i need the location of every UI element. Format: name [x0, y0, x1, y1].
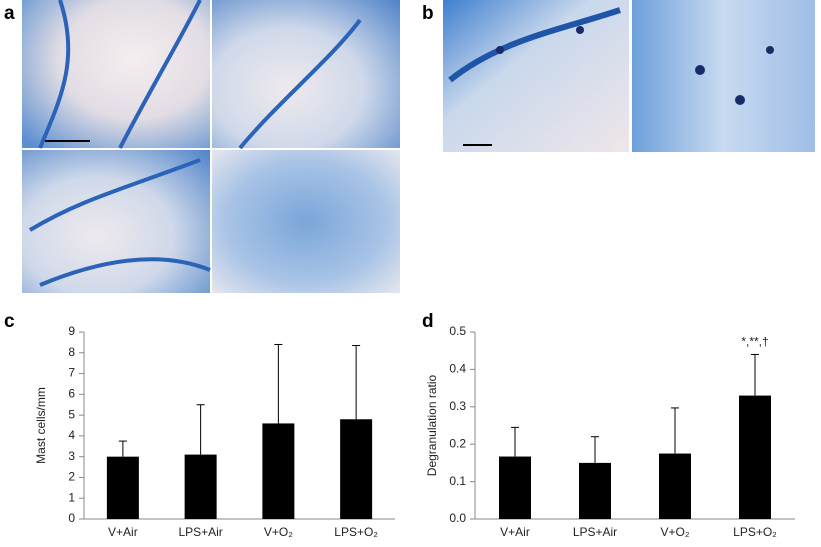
y-tick-label: 4	[68, 428, 75, 442]
panel-label: a	[4, 3, 15, 24]
bar	[499, 456, 531, 519]
bar	[184, 454, 217, 519]
micrograph	[212, 0, 400, 148]
y-tick-label: 6	[68, 387, 75, 401]
mast-cell	[576, 26, 584, 34]
y-tick-label: 7	[68, 366, 75, 380]
y-axis-label: Degranulation ratio	[425, 374, 439, 476]
mast-cell	[735, 95, 745, 105]
micrograph-panel-b	[443, 0, 815, 152]
bar	[106, 456, 139, 519]
panel-label: c	[4, 311, 15, 332]
tissue	[448, 7, 621, 83]
y-tick-label: 1	[68, 490, 75, 504]
x-tick-label: V+Air	[108, 525, 138, 539]
mast-cell	[766, 46, 774, 54]
micrograph	[22, 0, 210, 148]
y-axis-label: Mast cells/mm	[34, 387, 48, 464]
x-tick-label: LPS+O₂	[733, 525, 777, 539]
bar	[659, 453, 691, 519]
micrograph	[212, 150, 400, 293]
micrograph	[443, 0, 629, 152]
y-tick-label: 9	[68, 324, 75, 338]
x-tick-label: LPS+Air	[573, 525, 617, 539]
mast-cell	[496, 46, 504, 54]
y-tick-label: 0.0	[449, 511, 466, 525]
y-tick-label: 0.1	[449, 474, 466, 488]
y-tick-label: 3	[68, 449, 75, 463]
micrograph	[632, 0, 815, 152]
panel-label: d	[422, 311, 434, 332]
bar	[262, 423, 295, 519]
y-tick-label: 0.5	[449, 324, 466, 338]
tissue	[28, 158, 211, 287]
tissue	[238, 18, 362, 150]
annotation: *,**,†	[741, 335, 768, 349]
x-tick-label: V+O₂	[264, 525, 293, 539]
y-tick-label: 5	[68, 407, 75, 421]
x-tick-label: LPS+O₂	[334, 525, 378, 539]
micrograph-panel-a	[22, 0, 400, 293]
y-tick-label: 0.4	[449, 362, 466, 376]
x-tick-label: V+O₂	[660, 525, 689, 539]
y-tick-label: 0.2	[449, 436, 466, 450]
y-tick-label: 8	[68, 345, 75, 359]
micrograph	[22, 150, 210, 293]
bar	[340, 419, 373, 519]
panel-label: b	[422, 3, 434, 24]
x-tick-label: LPS+Air	[178, 525, 222, 539]
tissue	[38, 0, 202, 149]
x-tick-label: V+Air	[500, 525, 530, 539]
bar	[739, 395, 771, 519]
y-tick-label: 2	[68, 470, 75, 484]
bar	[579, 462, 611, 519]
mast-cell	[695, 65, 705, 75]
y-tick-label: 0	[68, 511, 75, 525]
y-tick-label: 0.3	[449, 399, 466, 413]
